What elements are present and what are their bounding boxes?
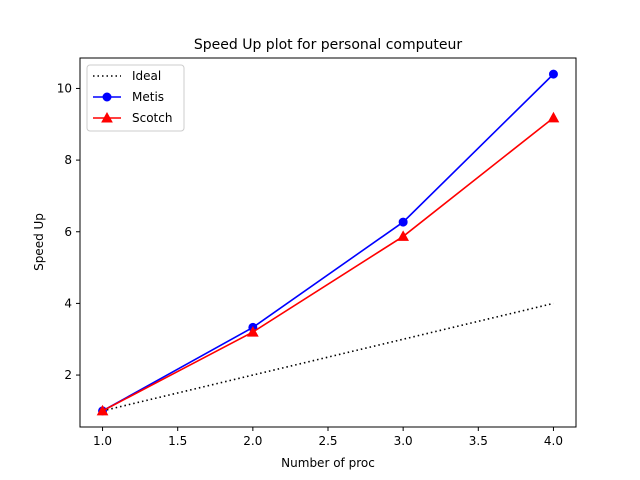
x-tick-label: 3.5 (469, 434, 488, 448)
series-line-metis (102, 73, 555, 412)
data-point-metis (398, 217, 408, 227)
legend-box (86, 64, 185, 132)
y-tick-label: 8 (64, 153, 72, 167)
x-axis-label: Number of proc (281, 456, 375, 470)
series-line-scotch (102, 117, 554, 412)
legend: Ideal Metis Scotch (86, 64, 185, 132)
chart-title: Speed Up plot for personal computeur (194, 37, 462, 53)
series-layer (96, 69, 560, 416)
data-point-scotch (96, 404, 109, 416)
series-line-ideal (102, 302, 554, 412)
x-tick-label: 1.5 (168, 434, 187, 448)
legend-label-scotch: Scotch (132, 111, 172, 125)
data-point-scotch (397, 230, 410, 241)
x-tick-label: 4.0 (544, 434, 563, 448)
y-tick-label: 4 (64, 296, 72, 310)
legend-label-metis: Metis (132, 90, 164, 104)
x-tick-label: 2.0 (243, 434, 262, 448)
x-tick-label: 2.5 (318, 434, 337, 448)
data-point-scotch (547, 111, 560, 123)
legend-marker-scotch (101, 111, 113, 123)
legend-marker-metis (102, 92, 112, 102)
x-tick-label: 3.0 (394, 434, 413, 448)
data-point-scotch (246, 326, 259, 337)
y-tick-label: 6 (64, 225, 72, 239)
y-axis-label: Speed Up (32, 213, 46, 271)
plot-frame (79, 57, 577, 428)
y-tick-label: 10 (57, 81, 72, 95)
x-axis-ticks: 1.0 1.5 2.0 2.5 3.0 3.5 4.0 (93, 427, 563, 448)
data-point-metis (548, 69, 558, 79)
y-axis-ticks: 2 4 6 8 10 (57, 81, 80, 382)
legend-label-ideal: Ideal (132, 69, 161, 83)
y-tick-label: 2 (64, 368, 72, 382)
x-tick-label: 1.0 (93, 434, 112, 448)
